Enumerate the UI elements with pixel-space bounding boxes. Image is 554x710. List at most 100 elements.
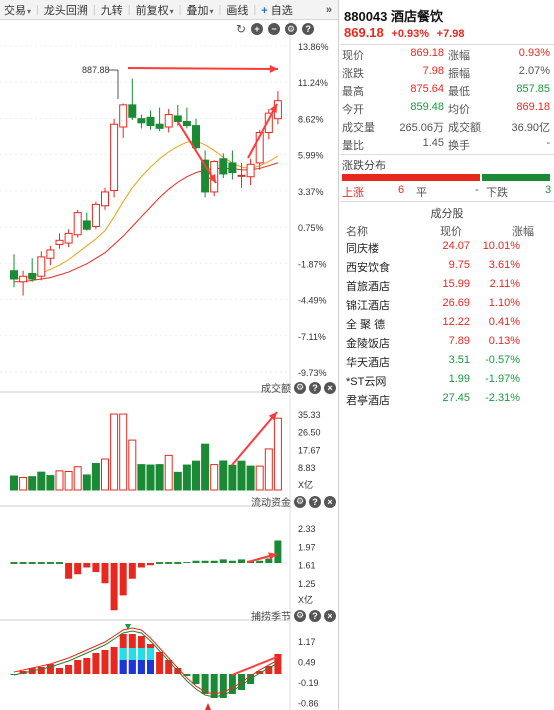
volume-bar bbox=[101, 458, 109, 491]
volume-panel-header: 成交额 ⚙ ? × bbox=[261, 380, 336, 395]
main-chart-controls: ↻ + − ⚙ ? bbox=[236, 22, 315, 36]
kline-chart-area[interactable]: 13.86% 11.24% 8.62% 5.99% 3.37% 0.75% -1.87% -4… bbox=[0, 20, 338, 710]
flow-bar-inflow bbox=[192, 560, 200, 563]
quote-row: 现价 869.18 涨幅 0.93% bbox=[340, 47, 554, 64]
close-icon[interactable]: × bbox=[324, 609, 336, 622]
volume-axis-label: 35.33 bbox=[298, 410, 321, 420]
toolbar-overlay-menu[interactable]: 叠加▾ bbox=[186, 4, 214, 17]
refresh-icon[interactable]: ↻ bbox=[236, 22, 247, 36]
toolbar-nine-turn[interactable]: 九转 bbox=[100, 4, 123, 17]
settings-icon[interactable]: ⚙ bbox=[294, 495, 306, 508]
volume-bar bbox=[182, 464, 191, 491]
close-icon[interactable]: × bbox=[324, 495, 336, 508]
component-row[interactable]: 君亭酒店 27.45 -2.31% bbox=[340, 392, 554, 411]
quote-label: 涨跌 bbox=[342, 68, 364, 80]
season-bar-up bbox=[265, 666, 273, 674]
volume-bar bbox=[46, 475, 55, 491]
flow-bar-outflow bbox=[110, 563, 118, 611]
candle-down bbox=[155, 123, 164, 129]
season-bar-core bbox=[137, 660, 145, 674]
volume-axis-label: 17.67 bbox=[298, 445, 321, 455]
flow-bar-outflow bbox=[119, 563, 127, 596]
distribution-up-segment bbox=[342, 174, 480, 181]
volume-bar bbox=[173, 471, 182, 491]
y-axis-label: -4.49% bbox=[298, 296, 327, 306]
component-row[interactable]: 西安饮食 9.75 3.61% bbox=[340, 259, 554, 278]
settings-icon[interactable]: ⚙ bbox=[294, 381, 306, 394]
season-bar-up bbox=[56, 668, 63, 674]
candle-up bbox=[264, 112, 273, 134]
season-line-red bbox=[13, 627, 279, 695]
quote-label: 换手 bbox=[448, 140, 470, 152]
volume-bar bbox=[82, 474, 91, 491]
toolbar-leader-backtrack[interactable]: 龙头回溯 bbox=[43, 4, 88, 17]
volume-bar bbox=[137, 464, 146, 491]
trend-arrow-head bbox=[269, 104, 277, 113]
distribution-title: 涨跌分布 bbox=[342, 160, 386, 172]
zoom-out-icon[interactable]: − bbox=[268, 23, 281, 35]
toolbar-add-watchlist-button[interactable]: + 自选 bbox=[261, 4, 293, 17]
volume-axis-label: 8.83 bbox=[298, 463, 316, 473]
candle-up bbox=[101, 191, 109, 207]
quote-value: 2.07% bbox=[518, 65, 550, 77]
season-bar-mid bbox=[119, 648, 127, 660]
trend-arrow-head bbox=[269, 65, 278, 73]
toolbar-adjust-menu[interactable]: 前复权▾ bbox=[135, 4, 174, 17]
volume-bar bbox=[210, 464, 219, 491]
stock-header: 880043 酒店餐饮 bbox=[344, 6, 443, 25]
component-price: 27.45 bbox=[442, 392, 470, 404]
help-icon[interactable]: ? bbox=[302, 23, 315, 35]
season-bar-mid bbox=[147, 648, 154, 660]
candle-up bbox=[119, 104, 128, 128]
y-axis-label: 13.86% bbox=[298, 42, 329, 52]
flow-bar-inflow bbox=[256, 560, 264, 563]
component-row[interactable]: *ST云网 1.99 -1.97% bbox=[340, 373, 554, 392]
toolbar-trade-menu[interactable]: 交易▾ bbox=[4, 4, 32, 17]
season-bar-down bbox=[210, 674, 218, 698]
season-axis-label: -0.19 bbox=[298, 678, 319, 688]
component-name: 君亭酒店 bbox=[346, 395, 390, 407]
component-name: *ST云网 bbox=[346, 376, 387, 388]
season-bar-down bbox=[201, 674, 209, 694]
toolbar-draw-line[interactable]: 画线 bbox=[226, 4, 249, 17]
trend-arrow-head bbox=[268, 412, 277, 421]
component-name: 锦江酒店 bbox=[346, 300, 390, 312]
season-bar-down bbox=[183, 674, 191, 676]
season-bar-mid bbox=[137, 648, 145, 660]
quote-row: 成交量 265.06万 成交额 36.90亿 bbox=[340, 119, 554, 136]
volume-bar bbox=[273, 417, 282, 491]
component-row[interactable]: 锦江酒店 26.69 1.10% bbox=[340, 297, 554, 316]
component-row[interactable]: 首旅酒店 15.99 2.11% bbox=[340, 278, 554, 297]
volume-bar bbox=[55, 470, 64, 491]
zoom-in-icon[interactable]: + bbox=[251, 23, 264, 35]
toolbar-divider: | bbox=[218, 3, 222, 16]
trend-arrow bbox=[127, 67, 279, 70]
close-icon[interactable]: × bbox=[324, 381, 336, 394]
help-icon[interactable]: ? bbox=[309, 495, 321, 508]
volume-bar bbox=[19, 477, 28, 491]
quote-value: 857.85 bbox=[516, 83, 550, 95]
candle-up bbox=[64, 232, 73, 244]
toolbar-more-icon[interactable]: » bbox=[325, 3, 332, 16]
volume-panel-title: 成交额 bbox=[261, 384, 291, 395]
component-row[interactable]: 全 聚 德 12.22 0.41% bbox=[340, 316, 554, 335]
flow-bar-outflow bbox=[101, 563, 109, 584]
component-row[interactable]: 金陵饭店 7.89 0.13% bbox=[340, 335, 554, 354]
settings-icon[interactable]: ⚙ bbox=[285, 23, 298, 35]
settings-icon[interactable]: ⚙ bbox=[294, 609, 306, 622]
volume-bar bbox=[10, 475, 18, 491]
component-row[interactable]: 华天酒店 3.51 -0.57% bbox=[340, 354, 554, 373]
help-icon[interactable]: ? bbox=[309, 381, 321, 394]
flow-bar-inflow bbox=[201, 560, 209, 563]
components-title: 成分股 bbox=[430, 208, 464, 220]
season-bar-up bbox=[65, 665, 73, 674]
quote-row: 涨跌 7.98 振幅 2.07% bbox=[340, 65, 554, 82]
down-count: 3 bbox=[545, 184, 552, 196]
candle-up bbox=[19, 275, 28, 283]
volume-bar bbox=[164, 454, 173, 491]
component-change: 1.10% bbox=[488, 297, 520, 309]
help-icon[interactable]: ? bbox=[309, 609, 321, 622]
component-row[interactable]: 同庆楼 24.07 10.01% bbox=[340, 240, 554, 259]
plus-icon: + bbox=[261, 4, 268, 17]
quote-value: 869.18 bbox=[516, 101, 550, 113]
